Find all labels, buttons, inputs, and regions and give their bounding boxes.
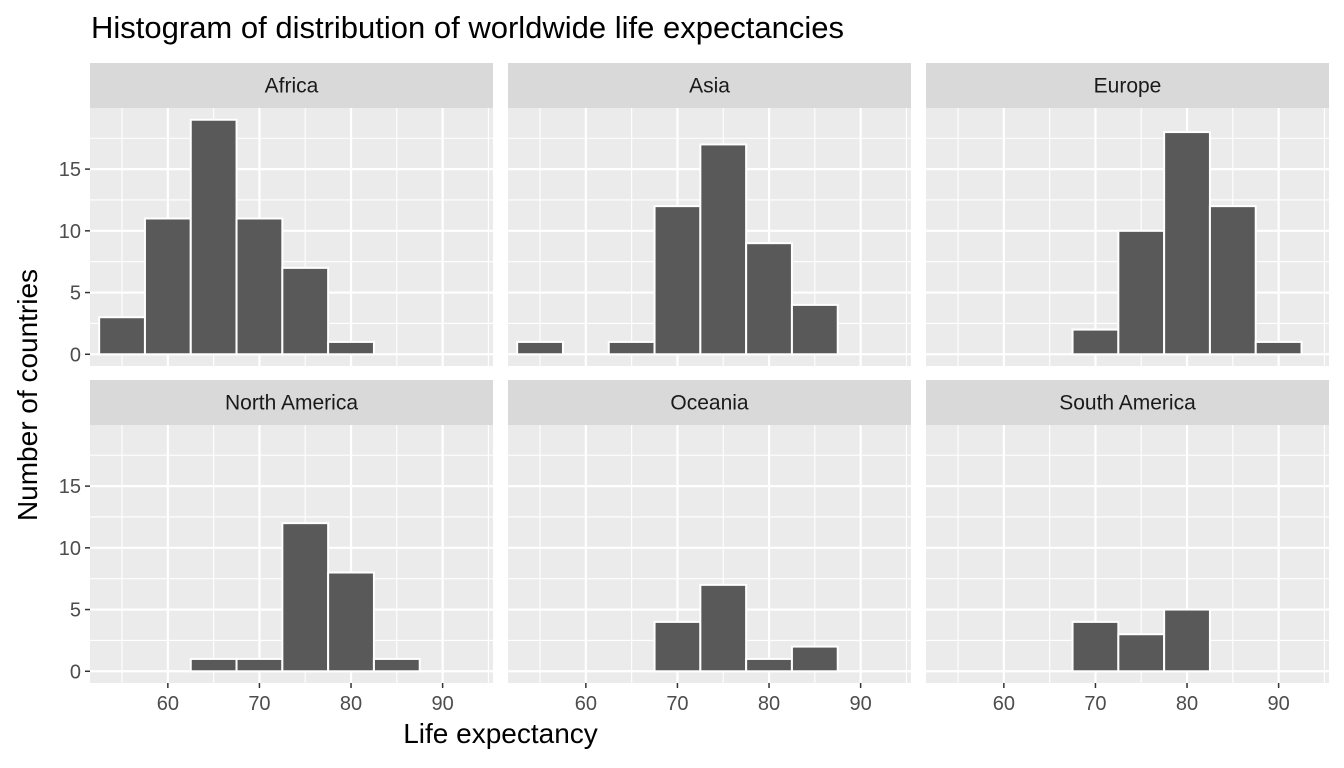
y-tick-label: 10 [59, 538, 81, 560]
histogram-bar [98, 316, 146, 356]
strip-label: Asia [689, 75, 730, 98]
x-tick-label: 80 [1176, 693, 1198, 715]
histogram-bar [516, 340, 564, 356]
x-axis-label: Life expectancy [403, 718, 598, 749]
strip-background [926, 63, 1329, 108]
histogram-bar [653, 205, 702, 356]
histogram-bar [790, 645, 839, 673]
facet-south-america: South America 60 70 80 90 [926, 380, 1329, 715]
histogram-bar [1117, 633, 1166, 673]
x-tick-label: 70 [1084, 693, 1106, 715]
histogram-bar [1071, 328, 1120, 356]
x-tick-label: 90 [432, 693, 454, 715]
strip-label: North America [225, 392, 358, 415]
x-tick-label: 90 [1268, 693, 1290, 715]
x-tick-label: 60 [157, 693, 179, 715]
y-tick-label: 15 [59, 476, 81, 498]
x-tick-label: 90 [850, 693, 872, 715]
histogram-bar [607, 340, 656, 356]
histogram-bar [1208, 205, 1257, 356]
y-tick-label: 15 [59, 159, 81, 181]
histogram-bar [745, 657, 793, 673]
histogram-bar [1163, 131, 1211, 356]
facet-north-america: North America 0 5 10 15 60 70 80 90 [59, 380, 493, 715]
histogram-bar [143, 217, 192, 356]
x-tick-label: 80 [340, 693, 362, 715]
strip-label: Africa [265, 75, 319, 98]
histogram-bar [235, 657, 284, 673]
x-tick-label: 80 [758, 693, 780, 715]
y-tick-label: 0 [70, 344, 81, 366]
strip-label: South America [1059, 392, 1196, 415]
strip-background [508, 380, 911, 425]
strip-background [508, 63, 911, 108]
strip-label: Oceania [670, 392, 749, 415]
x-tick-label: 60 [575, 693, 597, 715]
histogram-bar [189, 657, 238, 673]
y-tick-label: 5 [70, 283, 81, 305]
histogram-bar [189, 118, 238, 356]
histogram-bar [1071, 620, 1120, 673]
y-tick-label: 5 [70, 600, 81, 622]
strip-background [90, 380, 493, 425]
histogram-bar [1163, 608, 1211, 673]
y-tick-label: 10 [59, 221, 81, 243]
strip-background [926, 380, 1329, 425]
x-tick-label: 60 [993, 693, 1015, 715]
facet-africa: Africa 0 5 10 15 [59, 63, 493, 366]
x-tick-label: 70 [666, 693, 688, 715]
histogram-bar [281, 266, 330, 356]
histogram-bar [790, 303, 839, 356]
histogram-bar [327, 571, 375, 673]
facet-oceania: Oceania 60 70 80 90 [508, 380, 911, 715]
histogram-bar [327, 340, 375, 356]
histogram-bar [281, 522, 330, 673]
histogram-bar [653, 620, 702, 673]
histogram-bar [372, 657, 421, 673]
chart-title: Histogram of distribution of worldwide l… [91, 10, 844, 45]
facet-europe: Europe [926, 63, 1329, 366]
x-tick-label: 70 [248, 693, 270, 715]
histogram-bar [699, 583, 748, 673]
histogram-bar [235, 217, 284, 356]
strip-background [90, 63, 493, 108]
histogram-bar [1254, 340, 1303, 356]
facet-asia: Asia [508, 63, 911, 366]
y-tick-label: 0 [70, 661, 81, 683]
histogram-bar [745, 242, 793, 356]
histogram-bar [699, 143, 748, 356]
strip-label: Europe [1094, 75, 1162, 98]
histogram-bar [1117, 229, 1166, 356]
